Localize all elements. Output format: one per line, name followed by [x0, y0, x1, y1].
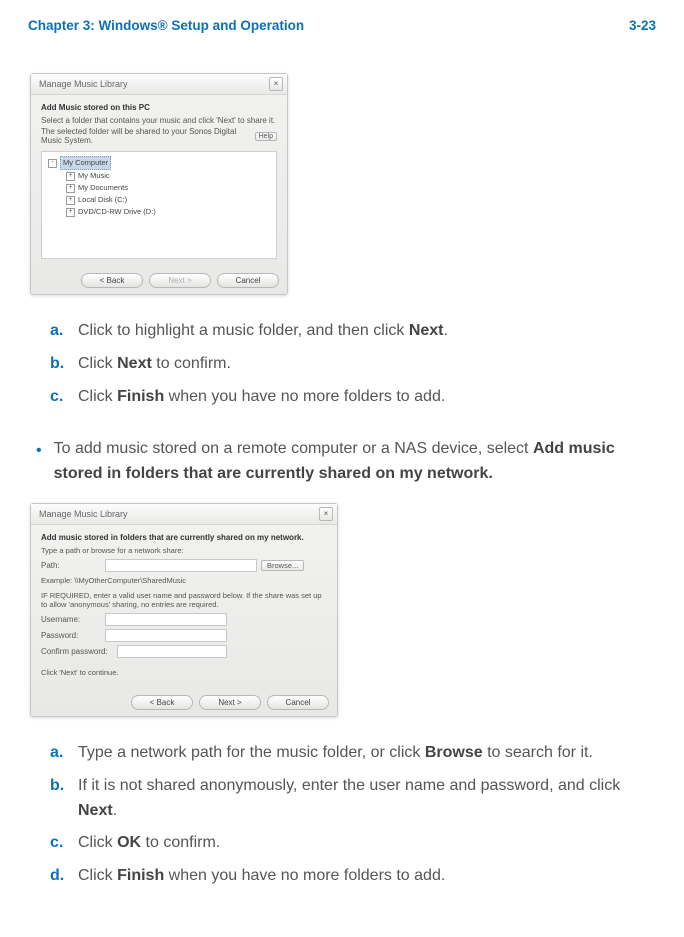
path-label: Path:: [41, 561, 101, 570]
steps-list-1: a. Click to highlight a music folder, an…: [28, 319, 656, 409]
dialog-text: Type a path or browse for a network shar…: [41, 546, 327, 555]
back-button[interactable]: < Back: [131, 695, 193, 710]
folder-tree[interactable]: -My Computer +My Music +My Documents +Lo…: [41, 151, 277, 259]
tree-node[interactable]: Local Disk (C:): [78, 194, 127, 206]
step-a: a. Type a network path for the music fol…: [78, 741, 656, 766]
expand-icon[interactable]: +: [66, 196, 75, 205]
username-input[interactable]: [105, 613, 227, 626]
confirm-password-label: Confirm password:: [41, 647, 113, 656]
page-number: 3-23: [629, 18, 656, 33]
tree-node[interactable]: My Music: [78, 170, 110, 182]
dialog-add-music-network: Manage Music Library × Add music stored …: [30, 503, 338, 717]
expand-icon[interactable]: +: [66, 208, 75, 217]
dialog-title: Manage Music Library: [39, 509, 128, 519]
required-note: IF REQUIRED, enter a valid user name and…: [41, 591, 327, 609]
dialog-title: Manage Music Library: [39, 79, 128, 89]
expand-icon[interactable]: +: [66, 172, 75, 181]
step-c: c. Click OK to confirm.: [78, 831, 656, 856]
step-b: b. Click Next to confirm.: [78, 352, 656, 377]
tree-node[interactable]: My Documents: [78, 182, 128, 194]
bullet-icon: •: [36, 437, 42, 487]
help-button[interactable]: Help: [255, 132, 277, 141]
tree-node[interactable]: DVD/CD-RW Drive (D:): [78, 206, 156, 218]
next-button[interactable]: Next >: [199, 695, 261, 710]
confirm-password-input[interactable]: [117, 645, 227, 658]
dialog-heading: Add music stored in folders that are cur…: [41, 533, 327, 542]
password-label: Password:: [41, 631, 101, 640]
steps-list-2: a. Type a network path for the music fol…: [28, 741, 656, 889]
browse-button[interactable]: Browse...: [261, 560, 304, 571]
cancel-button[interactable]: Cancel: [217, 273, 279, 288]
dialog-subtext: Select a folder that contains your music…: [41, 116, 277, 125]
page-header: Chapter 3: Windows® Setup and Operation …: [28, 18, 656, 33]
click-next-text: Click 'Next' to continue.: [41, 668, 327, 677]
password-input[interactable]: [105, 629, 227, 642]
dialog-add-music-local: Manage Music Library × Add Music stored …: [30, 73, 288, 295]
step-a: a. Click to highlight a music folder, an…: [78, 319, 656, 344]
example-text: Example: \\MyOtherComputer\SharedMusic: [41, 576, 327, 585]
step-b: b. If it is not shared anonymously, ente…: [78, 774, 656, 824]
dialog-titlebar: Manage Music Library ×: [31, 74, 287, 95]
dialog-buttons: < Back Next > Cancel: [31, 267, 287, 294]
step-d: d. Click Finish when you have no more fo…: [78, 864, 656, 889]
bullet-paragraph: • To add music stored on a remote comput…: [28, 437, 656, 487]
path-input[interactable]: [105, 559, 257, 572]
chapter-title: Chapter 3: Windows® Setup and Operation: [28, 18, 304, 33]
close-icon[interactable]: ×: [269, 77, 283, 91]
dialog-titlebar: Manage Music Library ×: [31, 504, 337, 525]
tree-node[interactable]: My Computer: [60, 156, 111, 170]
close-icon[interactable]: ×: [319, 507, 333, 521]
dialog-buttons: < Back Next > Cancel: [31, 689, 337, 716]
next-button[interactable]: Next >: [149, 273, 211, 288]
back-button[interactable]: < Back: [81, 273, 143, 288]
expand-icon[interactable]: -: [48, 159, 57, 168]
dialog-heading: Add Music stored on this PC: [41, 103, 277, 112]
expand-icon[interactable]: +: [66, 184, 75, 193]
username-label: Username:: [41, 615, 101, 624]
cancel-button[interactable]: Cancel: [267, 695, 329, 710]
step-c: c. Click Finish when you have no more fo…: [78, 385, 656, 410]
dialog-subtext-2: The selected folder will be shared to yo…: [41, 127, 251, 145]
